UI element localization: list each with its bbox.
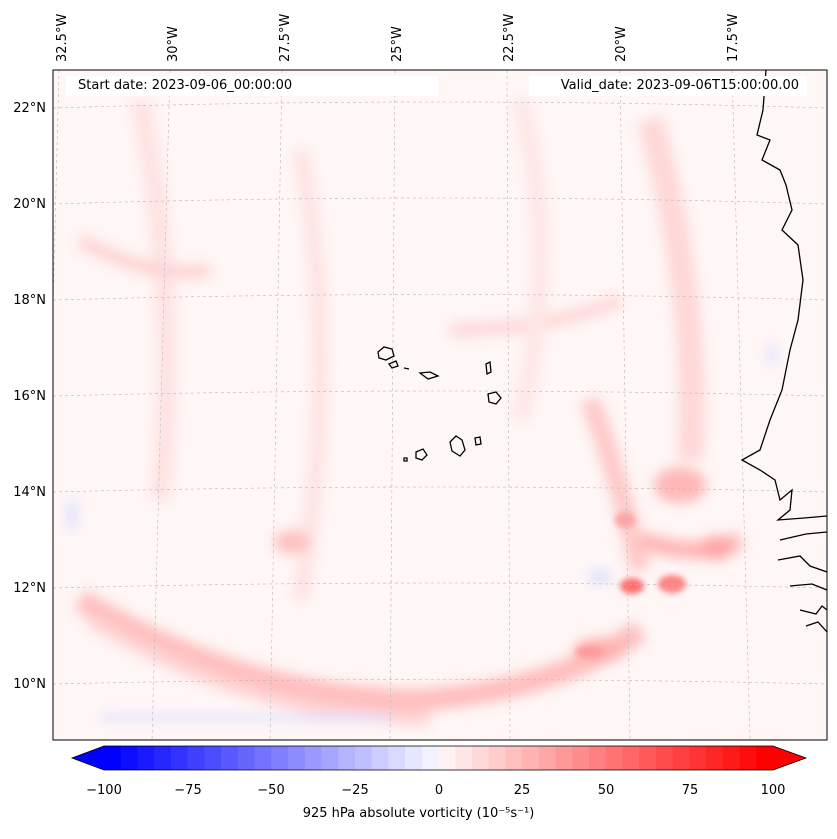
colorbar-bin [388,746,406,770]
colorbar-bin [438,746,456,770]
vorticity-field [53,70,827,740]
colorbar-bin [321,746,339,770]
lat-tick: 10°N [13,677,46,692]
coastline-africa [740,70,827,633]
lon-tick: 30°W [166,26,181,62]
colorbar-bin [237,746,256,770]
lat-tick: 14°N [13,485,46,500]
colorbar-bin [689,746,707,770]
colorbar-bin [722,746,741,770]
colorbar [70,745,808,771]
graticule [53,70,827,740]
colorbar-bin [187,746,205,770]
colorbar-bin [522,746,540,770]
colorbar-bin [455,746,473,770]
colorbar-bin [338,746,356,770]
colorbar-bin [104,746,122,770]
colorbar-bin [170,746,189,770]
colorbar-bin [488,746,506,770]
colorbar-tick: −100 [86,783,122,798]
lon-tick: 27.5°W [278,14,293,62]
colorbar-outline [70,745,808,771]
colorbar-bin [120,746,138,770]
lat-tick: 16°N [13,389,46,404]
colorbar-bin [287,746,306,770]
lat-tick: 12°N [13,581,46,596]
colorbar-tick: 100 [761,783,786,798]
colorbar-extend-min [72,746,104,770]
lat-tick: 20°N [13,197,46,212]
colorbar-label: 925 hPa absolute vorticity (10⁻⁵s⁻¹) [302,806,535,821]
colorbar-bin [221,746,239,770]
colorbar-bin [354,746,373,770]
colorbar-bin [471,746,490,770]
colorbar-bin [371,746,389,770]
colorbar-bin [204,746,222,770]
colorbar-bin [655,746,674,770]
colorbar-bin [555,746,573,770]
colorbar-bin [639,746,657,770]
colorbar-tick: −75 [174,783,201,798]
colorbar-bin [672,746,690,770]
colorbar-bin [706,746,724,770]
colorbar-tick: 75 [682,783,699,798]
colorbar-bin [271,746,289,770]
colorbar-bin [154,746,172,770]
lat-tick: 22°N [13,101,46,116]
colorbar-tick: 0 [435,783,443,798]
colorbar-bin [622,746,640,770]
colorbar-bin [254,746,272,770]
lat-tick-labels: 22°N 20°N 18°N 16°N 14°N 12°N 10°N [13,101,46,692]
colorbar-bin [304,746,322,770]
colorbar-bin [589,746,607,770]
valid-date-label: Valid_date: 2023-09-06T15:00:00.00 [529,76,807,96]
cape-verde-islands [377,346,502,462]
lon-tick: 25°W [390,26,405,62]
colorbar-bin [421,746,439,770]
colorbar-tick: 25 [514,783,531,798]
colorbar-bin [405,746,423,770]
colorbar-extend-max [773,746,806,770]
lon-tick: 32.5°W [55,14,70,62]
colorbar-bin [739,746,757,770]
colorbar-tick: −25 [341,783,368,798]
colorbar-bin [505,746,523,770]
lon-tick: 20°W [614,26,629,62]
start-date-label: Start date: 2023-09-06_00:00:00 [66,76,438,96]
colorbar-bin [572,746,590,770]
lon-tick: 17.5°W [726,14,741,62]
lon-tick: 22.5°W [502,14,517,62]
colorbar-tick: −50 [257,783,284,798]
colorbar-ticks: −100 −75 −50 −25 0 25 50 75 100 [86,783,785,798]
lat-tick: 18°N [13,293,46,308]
colorbar-bin [538,746,557,770]
lon-tick-labels: 32.5°W 30°W 27.5°W 25°W 22.5°W 20°W 17.5… [55,14,741,62]
colorbar-bin [605,746,623,770]
colorbar-bin [756,746,774,770]
colorbar-bin [137,746,155,770]
colorbar-tick: 50 [598,783,615,798]
